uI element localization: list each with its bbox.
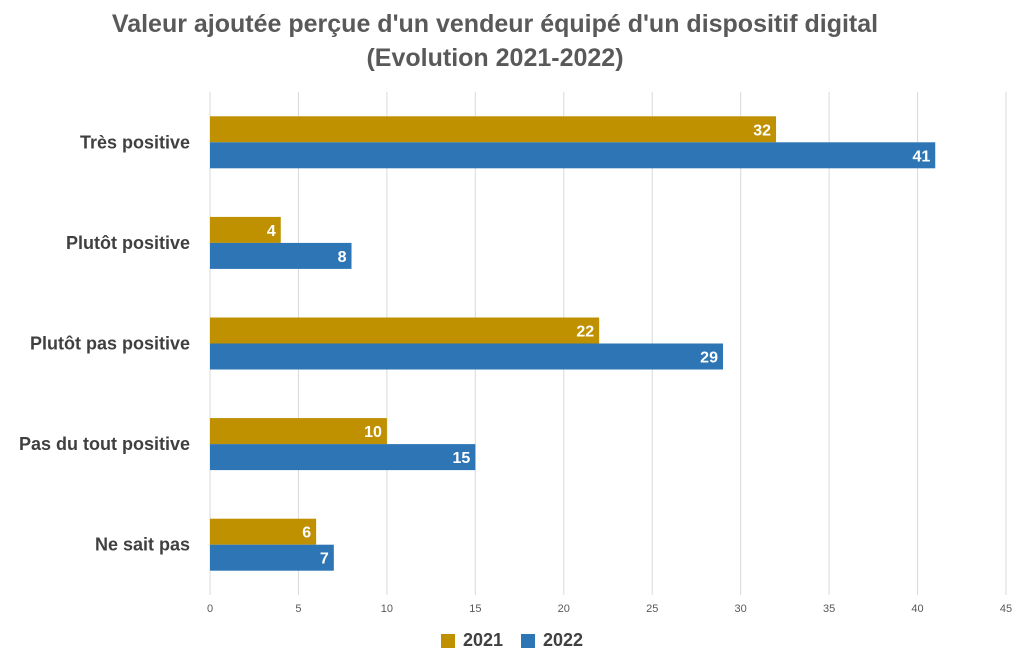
legend-item-2022: 2022 [521,630,583,651]
chart-title: Valeur ajoutée perçue d'un vendeur équip… [111,10,879,38]
x-tick-label: 35 [823,603,835,615]
bar-2022 [210,544,334,571]
legend-swatch-2021 [440,633,455,648]
bar-2022 [210,142,936,169]
category-label: Plutôt positive [66,233,190,253]
bar-2021 [210,418,387,445]
data-label: 32 [753,122,771,139]
x-tick-label: 25 [646,603,658,615]
bar-2021 [210,216,281,243]
chart-subtitle: (Evolution 2021-2022) [366,44,624,72]
x-tick-label: 10 [381,603,393,615]
legend-swatch-2022 [521,633,535,648]
legend: 2021 2022 [0,630,1024,651]
x-tick-label: 5 [295,603,301,615]
data-label: 7 [320,551,329,568]
x-tick-label: 30 [735,603,747,615]
bar-2022 [210,444,476,471]
legend-label-2021: 2021 [462,630,503,650]
x-tick-label: 20 [558,603,570,615]
data-label: 10 [364,424,382,441]
data-label: 15 [453,450,471,467]
data-label: 29 [700,350,718,367]
data-label: 6 [302,525,311,542]
category-label: Ne sait pas [95,535,190,555]
category-label: Plutôt pas positive [30,334,190,354]
data-label: 4 [267,223,276,240]
bar-2021 [210,518,317,545]
x-tick-label: 40 [911,603,923,615]
x-tick-label: 15 [469,603,481,615]
category-label: Pas du tout positive [19,434,190,454]
category-label: Très positive [80,132,190,152]
bar-2021 [210,116,777,143]
data-label: 22 [576,324,594,341]
bar-2022 [210,343,723,370]
bar-2021 [210,317,600,344]
legend-item-2021: 2021 [440,630,503,651]
x-tick-label: 0 [207,603,213,615]
data-label: 8 [338,249,347,266]
legend-label-2022: 2022 [543,630,584,650]
x-tick-label: 45 [1000,603,1012,615]
bar-2022 [210,242,352,269]
data-label: 41 [912,148,930,165]
